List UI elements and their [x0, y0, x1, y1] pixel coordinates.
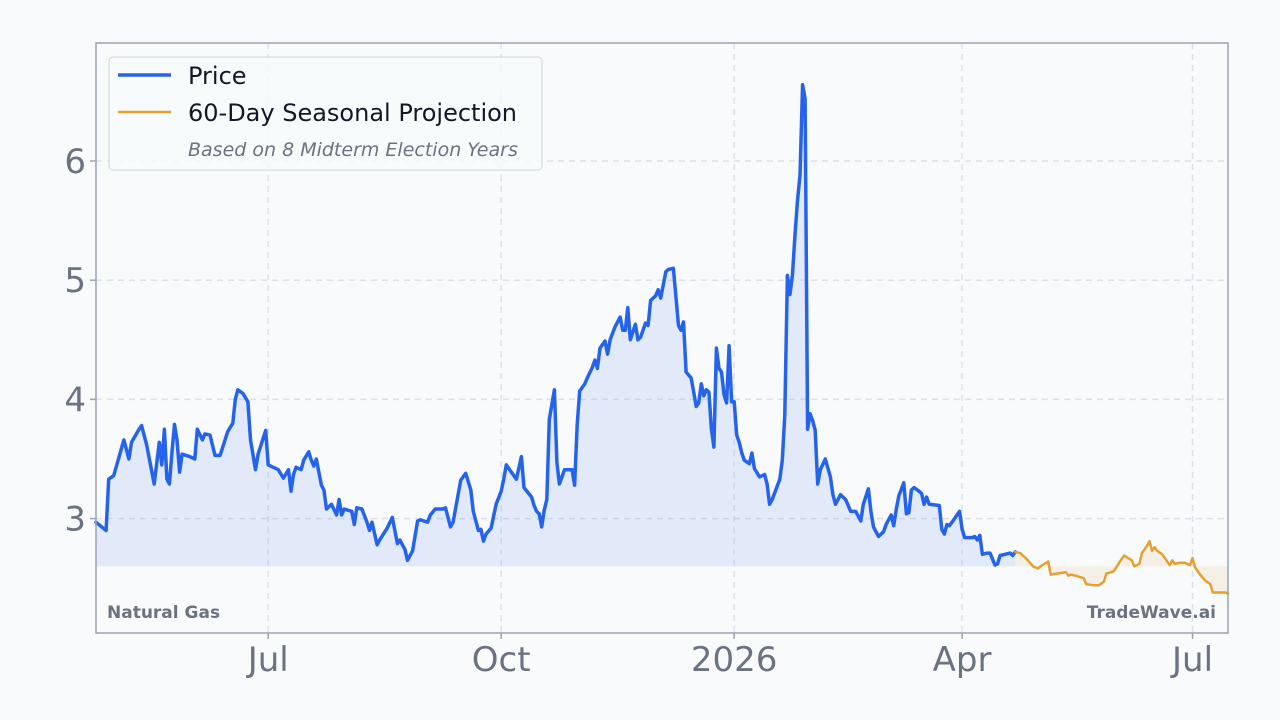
area-fills [96, 84, 1228, 594]
x-tick-label: Jul [246, 640, 289, 680]
y-tick-label: 3 [64, 500, 86, 540]
y-tick-label: 4 [64, 380, 86, 420]
x-tick-label: Jul [1170, 640, 1213, 680]
projection-line [1014, 539, 1230, 595]
x-tick-label: Oct [472, 640, 531, 680]
x-tick-label: 2026 [691, 640, 778, 680]
legend: Price 60-Day Seasonal Projection Based o… [108, 56, 543, 171]
y-tick-label: 6 [64, 142, 86, 182]
plot-frame [95, 42, 1229, 634]
price-line [94, 82, 1018, 567]
legend-box [108, 56, 543, 171]
watermark-label: TradeWave.ai [1087, 603, 1216, 623]
legend-label-projection: 60-Day Seasonal Projection [188, 99, 517, 127]
legend-label-price: Price [188, 62, 247, 90]
y-axis-ticks: 3 4 5 6 [64, 142, 96, 540]
projection-area-fill [1015, 541, 1228, 594]
x-tick-label: Apr [933, 640, 992, 680]
series-lines [94, 82, 1230, 595]
instrument-label: Natural Gas [107, 603, 220, 623]
legend-note: Based on 8 Midterm Election Years [188, 139, 518, 161]
y-tick-label: 5 [64, 261, 86, 301]
price-area-fill [96, 84, 1016, 567]
x-axis-ticks: Jul Oct 2026 Apr Jul [246, 633, 1213, 680]
